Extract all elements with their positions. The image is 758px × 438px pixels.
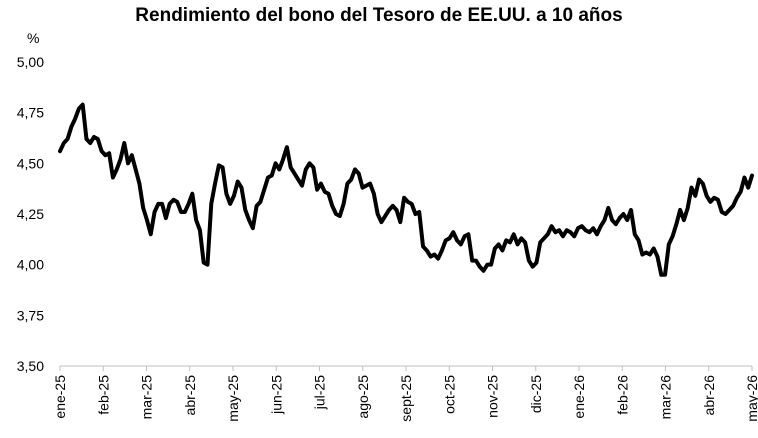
x-tick-label: jun-25 — [268, 375, 284, 415]
y-tick-label: 5,00 — [17, 54, 44, 70]
y-axis-ticks: 3,50 3,75 4,00 4,25 4,50 4,75 5,00 — [17, 54, 44, 374]
x-tick-label: nov-25 — [485, 375, 501, 418]
x-tick-label: abr-25 — [182, 375, 198, 416]
y-tick-label: 4,50 — [17, 155, 44, 171]
x-tick-label: dic-25 — [528, 375, 544, 413]
x-tick-label: ene-26 — [571, 375, 587, 419]
x-tick-label: may-26 — [744, 375, 758, 422]
x-tick-label: abr-26 — [701, 375, 717, 416]
x-tick-label: feb-25 — [95, 375, 111, 415]
y-tick-label: 3,50 — [17, 358, 44, 374]
series-line — [58, 102, 754, 277]
x-tick-label: mar-25 — [139, 375, 155, 420]
x-tick-label: oct-25 — [441, 375, 457, 414]
x-tick-label: sept-25 — [398, 375, 414, 422]
y-tick-label: 4,25 — [17, 206, 44, 222]
y-tick-label: 4,75 — [17, 105, 44, 121]
x-tick-label: mar-26 — [658, 375, 674, 420]
y-axis-unit-label: % — [27, 30, 40, 46]
x-axis-ticks: ene-25 feb-25 mar-25 abr-25 may-25 jun-25 jul-… — [52, 366, 758, 422]
y-tick-label: 4,00 — [17, 257, 44, 273]
x-tick-label: ago-25 — [355, 375, 371, 419]
chart-title: Rendimiento del bono del Tesoro de EE.UU… — [135, 5, 623, 26]
x-tick-label: ene-25 — [52, 375, 68, 419]
x-tick-label: feb-26 — [614, 375, 630, 415]
x-tick-label: jul-25 — [312, 375, 328, 410]
x-tick-label: may-25 — [225, 375, 241, 422]
y-tick-label: 3,75 — [17, 307, 44, 323]
